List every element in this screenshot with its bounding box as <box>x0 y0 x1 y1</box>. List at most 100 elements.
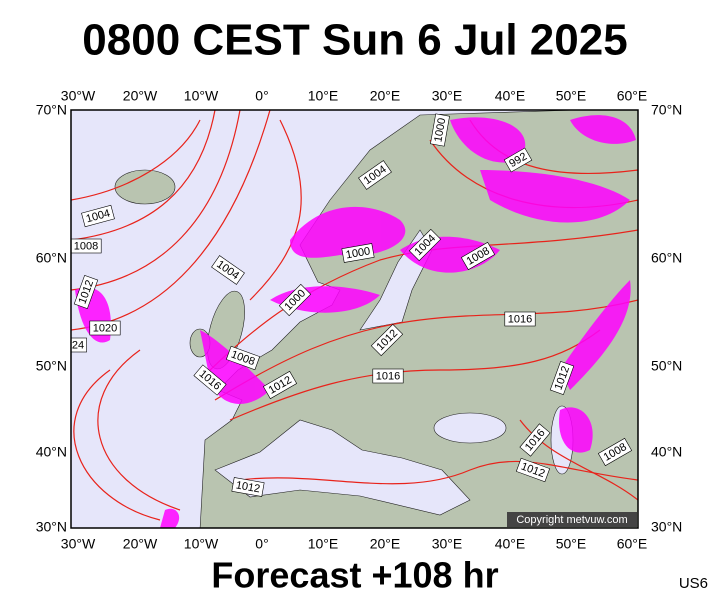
isobar-label-box <box>597 437 633 467</box>
isobar-label-box <box>73 274 99 310</box>
rain-area <box>560 280 631 390</box>
longitude-label: 10°W <box>184 536 219 552</box>
isobar-label: 1008 <box>71 238 102 254</box>
isobar <box>97 349 181 511</box>
longitude-label: 20°E <box>370 88 401 104</box>
isobar-label-box <box>358 160 392 190</box>
forecast-label: Forecast +108 hr <box>211 555 498 596</box>
latitude-label: 70°N <box>36 102 67 118</box>
isobar <box>229 329 601 421</box>
rain-area <box>480 170 630 223</box>
copyright-box <box>507 512 637 527</box>
isobar-label-box <box>430 113 450 147</box>
isobar-label: 1000 <box>341 243 375 263</box>
isobar-label-text: 1016 <box>376 370 400 382</box>
isobar-label-text: 1016 <box>508 313 532 325</box>
latitude-label: 50°N <box>651 358 682 374</box>
mediterranean <box>214 419 471 516</box>
longitude-label: 20°W <box>123 536 158 552</box>
latitude-label: 60°N <box>651 250 682 266</box>
isobar-label-box <box>89 320 121 336</box>
isobar-label: 1020 <box>89 320 121 336</box>
title: 0800 CEST Sun 6 Jul 2025 <box>82 16 627 65</box>
longitude-label: 10°W <box>184 88 219 104</box>
isobar-label-box <box>278 283 312 317</box>
isobar <box>519 419 638 501</box>
isobar <box>199 229 638 381</box>
isobar-label-box <box>71 238 102 254</box>
isobar-label: 1000 <box>278 283 312 317</box>
isobar-label-text: 1012 <box>235 479 261 495</box>
longitude-label: 30°W <box>61 536 96 552</box>
isobar-label-box <box>549 360 575 396</box>
isobar <box>71 110 241 291</box>
longitude-label: 50°E <box>556 88 587 104</box>
longitude-label: 40°E <box>495 88 526 104</box>
isobar-label-box <box>225 345 261 371</box>
isobar-label: 1000 <box>430 113 450 147</box>
isobar <box>214 299 638 401</box>
isobars <box>71 110 638 521</box>
isobar-label: 1004 <box>81 204 115 228</box>
rain-area <box>559 407 593 453</box>
longitude-label: 40°E <box>495 536 526 552</box>
longitude-label: 0° <box>255 536 268 552</box>
isobar-label: 24 <box>71 337 87 353</box>
isobar-label-box <box>193 364 227 396</box>
isobar <box>73 369 161 521</box>
isobar-label-text: 1000 <box>432 117 448 143</box>
isobar-label-box <box>81 204 115 228</box>
isobar-label-text: 24 <box>72 339 84 351</box>
longitude-label: 50°E <box>556 536 587 552</box>
isobar-label: 1016 <box>372 368 404 384</box>
latitude-label: 50°N <box>36 358 67 374</box>
latitude-label: 30°N <box>36 519 67 535</box>
isobar-label-box <box>460 241 496 271</box>
latitude-label: 70°N <box>651 102 682 118</box>
isobar-label-box <box>370 323 404 357</box>
isobar-label-box <box>515 457 551 483</box>
isobar-label-box <box>341 243 375 263</box>
isobar-label-text: 1020 <box>93 322 117 334</box>
isobar-label-box <box>519 423 551 457</box>
iceland <box>114 169 176 205</box>
rain-area <box>570 115 636 144</box>
isobar-label-text: 1000 <box>345 245 371 261</box>
longitude-label: 0° <box>255 88 268 104</box>
graticule-labels: 30°W 30°W 20°W 20°W 10°W 10°W 0° 0° 10°E 10°E 20°E… <box>36 88 683 552</box>
map-frame <box>70 109 639 529</box>
isobar-label-text: 1008 <box>74 240 98 252</box>
isobar <box>71 119 201 201</box>
longitude-label: 30°E <box>432 536 463 552</box>
longitude-label: 60°E <box>617 536 648 552</box>
rain-area <box>290 206 406 258</box>
isobar-label-box <box>503 147 533 173</box>
isobar-label-box <box>408 228 442 262</box>
latitude-label: 30°N <box>651 519 682 535</box>
longitude-label: 30°W <box>61 88 96 104</box>
longitude-label: 60°E <box>617 88 648 104</box>
isobar-label: 1012 <box>231 477 265 497</box>
longitude-label: 20°W <box>123 88 158 104</box>
isobar <box>249 119 302 301</box>
run-code: US6 <box>679 575 708 592</box>
black-sea <box>433 412 507 444</box>
longitude-label: 10°E <box>308 536 339 552</box>
isobar-label-box <box>211 255 245 285</box>
isobar-label: 1016 <box>504 311 536 327</box>
isobar-label-box <box>231 477 265 497</box>
latitude-label: 60°N <box>36 250 67 266</box>
isobar-label-box <box>372 368 404 384</box>
isobar-label-box <box>71 337 87 353</box>
copyright: Copyright metvuw.com <box>516 514 627 526</box>
rain-area <box>450 117 526 163</box>
latitude-label: 40°N <box>651 444 682 460</box>
longitude-label: 20°E <box>370 536 401 552</box>
isobar-label-box <box>504 311 536 327</box>
isobar <box>71 110 216 241</box>
isobar-label-box <box>262 370 298 400</box>
rain-area <box>160 508 180 528</box>
longitude-label: 10°E <box>308 88 339 104</box>
